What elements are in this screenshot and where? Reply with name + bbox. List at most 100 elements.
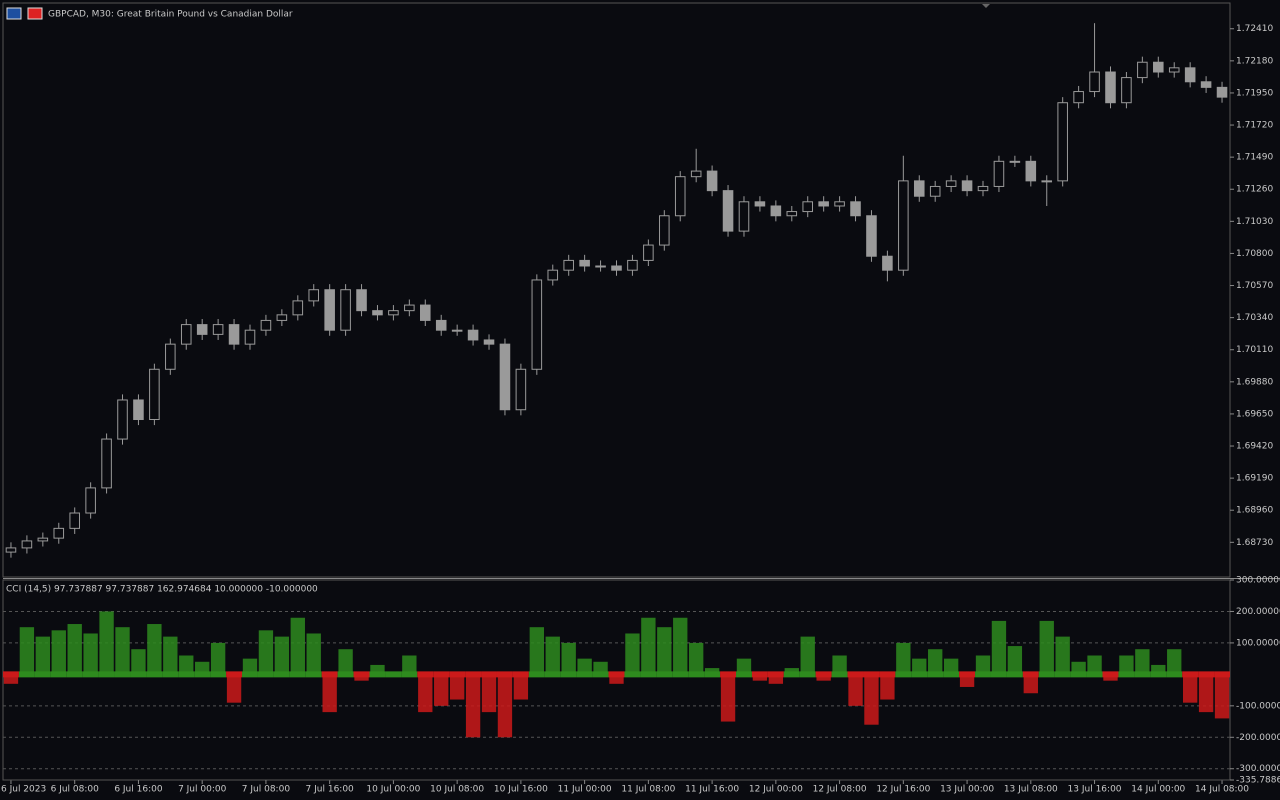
- candle-body: [228, 324, 240, 345]
- signal-band: [863, 671, 880, 678]
- icon[interactable]: [6, 7, 22, 20]
- candle-body: [1009, 160, 1021, 163]
- signal-band: [66, 671, 83, 678]
- candle-body: [961, 180, 973, 192]
- y-tick-label: 1.68960: [1236, 506, 1273, 516]
- histogram-bar: [83, 633, 98, 675]
- histogram-bar: [338, 649, 353, 675]
- histogram-bar: [1151, 664, 1166, 675]
- signal-band: [305, 671, 322, 678]
- histogram-bar: [35, 636, 51, 675]
- x-tick-label: 11 Jul 00:00: [558, 785, 612, 795]
- candle-body: [818, 201, 829, 207]
- candle-body: [547, 269, 559, 281]
- candle-body: [611, 265, 622, 271]
- histogram-bar: [912, 658, 927, 675]
- histogram-bar: [1039, 620, 1054, 675]
- signal-band: [369, 671, 386, 678]
- x-tick-label: 11 Jul 08:00: [621, 785, 675, 795]
- y-tick-label: 1.71720: [1236, 121, 1273, 131]
- y-tick-label: 1.71950: [1236, 88, 1273, 98]
- signal-band: [1150, 671, 1167, 678]
- histogram-bar: [704, 668, 720, 675]
- histogram-bar: [784, 668, 799, 675]
- histogram-bar: [1182, 674, 1198, 703]
- histogram-bar: [561, 642, 576, 675]
- candle-body: [244, 329, 256, 345]
- y-tick-label: 1.70800: [1236, 249, 1273, 259]
- histogram-bar: [1007, 646, 1023, 675]
- candle-body: [706, 170, 718, 192]
- x-tick-label: 12 Jul 16:00: [876, 785, 930, 795]
- candle-body: [770, 205, 782, 217]
- signal-band: [959, 671, 976, 678]
- y-tick-label: 1.71260: [1236, 185, 1273, 195]
- indicator-title: CCI (14,5) 97.737887 97.737887 162.97468…: [6, 585, 318, 595]
- symbol-icons[interactable]: [6, 7, 43, 20]
- histogram-bar: [768, 674, 784, 684]
- signal-band: [767, 671, 784, 678]
- signal-band: [289, 671, 306, 678]
- signal-band: [911, 671, 928, 678]
- histogram-bar: [418, 674, 433, 713]
- candle-body: [786, 211, 798, 217]
- candle-body: [850, 201, 861, 217]
- y-tick-label: 1.69190: [1236, 474, 1273, 484]
- histogram-bar: [306, 633, 321, 675]
- candle-body: [834, 201, 845, 207]
- candle-body: [165, 343, 176, 370]
- x-tick-label: 11 Jul 16:00: [685, 785, 739, 795]
- histogram-bar: [752, 674, 768, 681]
- candle-body: [37, 537, 49, 542]
- candle-body: [1153, 61, 1164, 73]
- candle-body: [85, 487, 96, 514]
- y-tick-label: 1.72410: [1236, 24, 1273, 34]
- candle-body: [1200, 81, 1212, 88]
- signal-band: [990, 671, 1007, 678]
- candle-body: [133, 399, 144, 421]
- signal-band: [194, 671, 211, 678]
- signal-band: [544, 671, 561, 678]
- signal-band: [640, 671, 657, 678]
- price-panel-frame: [2, 2, 1231, 578]
- signal-band: [847, 671, 864, 678]
- candle-body: [499, 343, 511, 411]
- y-tick-label: 300.000000: [1236, 576, 1280, 586]
- x-tick-label: 14 Jul 00:00: [1131, 785, 1185, 795]
- signal-band: [720, 671, 737, 678]
- signal-band: [1214, 671, 1230, 678]
- signal-band: [1054, 671, 1071, 678]
- signal-band: [146, 671, 163, 678]
- signal-band: [98, 671, 115, 678]
- x-tick-label: 14 Jul 08:00: [1195, 785, 1249, 795]
- histogram-bar: [991, 620, 1007, 675]
- histogram-bar: [3, 674, 19, 684]
- x-tick-label: 7 Jul 16:00: [306, 785, 355, 795]
- signal-band: [449, 671, 466, 678]
- y-tick-label: 1.71030: [1236, 217, 1273, 227]
- histogram-bar: [497, 674, 513, 738]
- histogram-bar: [848, 674, 863, 706]
- x-tick-label: 13 Jul 08:00: [1004, 785, 1058, 795]
- signal-band: [608, 671, 625, 678]
- histogram-bar: [99, 611, 114, 675]
- histogram-bar: [434, 674, 449, 706]
- candle-body: [1216, 86, 1228, 98]
- candle-body: [388, 310, 399, 316]
- y-tick-label: 100.000000: [1236, 638, 1280, 648]
- candle-body: [1041, 180, 1053, 183]
- histogram-bar: [1071, 661, 1086, 675]
- icon[interactable]: [27, 7, 43, 20]
- candle-body: [579, 259, 590, 267]
- histogram-bar: [800, 636, 815, 675]
- y-tick-label: -200.000000: [1236, 733, 1280, 743]
- histogram-bar: [19, 627, 35, 675]
- shift-marker: [982, 4, 990, 8]
- x-tick-label: 6 Jul 08:00: [51, 785, 100, 795]
- candle-body: [101, 438, 112, 489]
- histogram-bar: [943, 658, 959, 675]
- x-tick-label: 13 Jul 00:00: [940, 785, 994, 795]
